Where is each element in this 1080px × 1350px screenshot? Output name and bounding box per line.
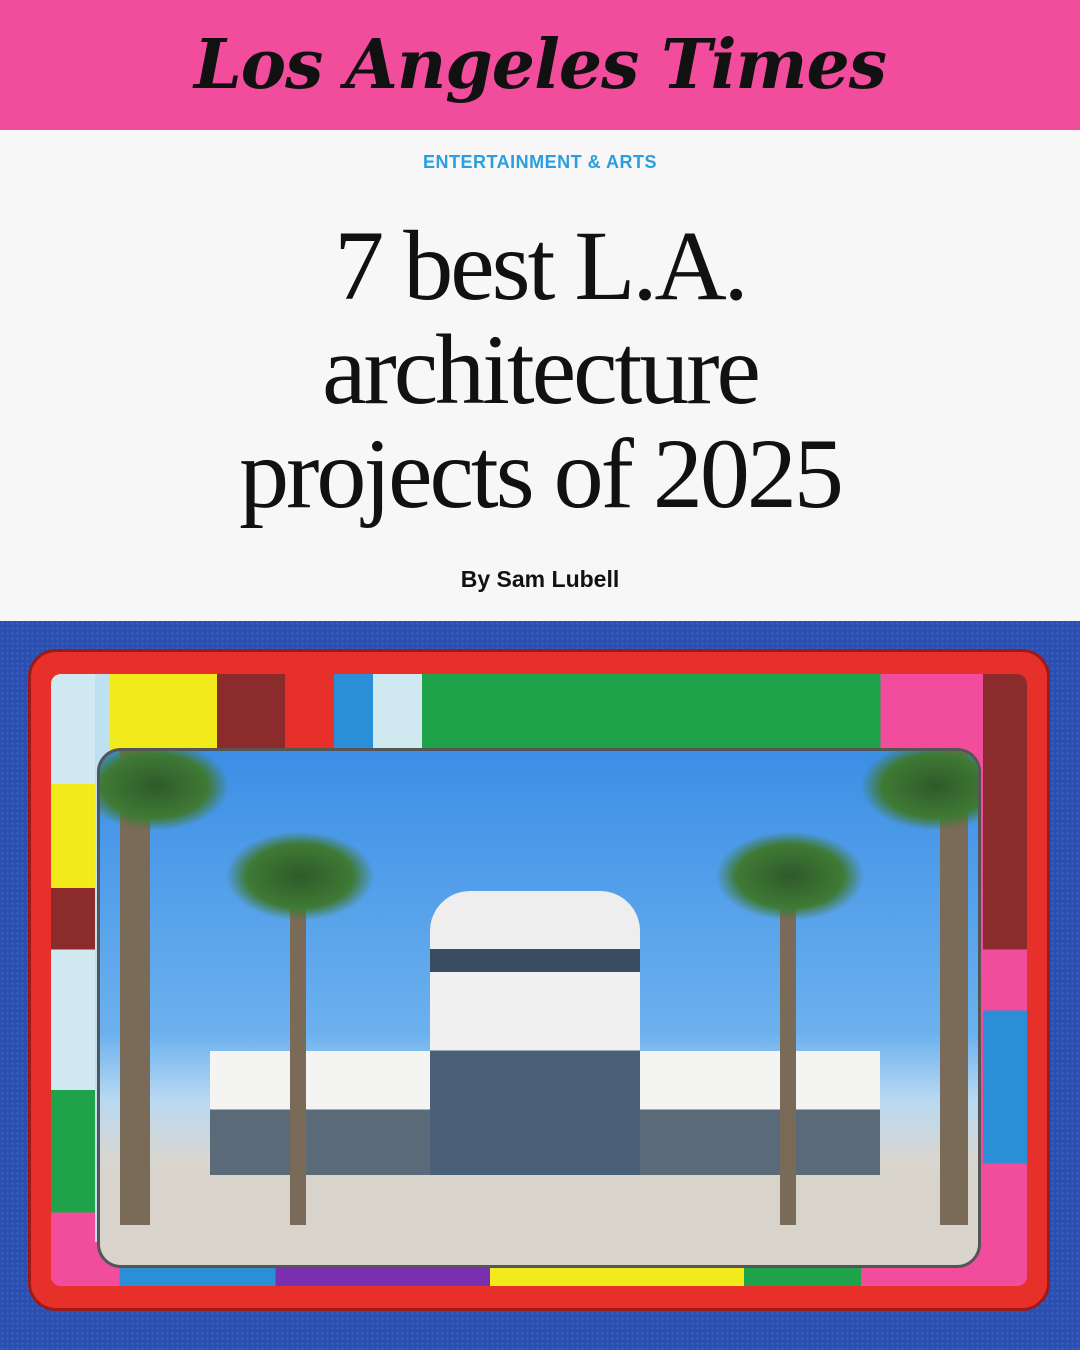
stripe-left xyxy=(51,674,95,1286)
palm-tree-icon xyxy=(290,891,306,1225)
stripe-right xyxy=(983,674,1027,1286)
masthead: Los Angeles Times xyxy=(0,0,1080,130)
headline-line: 7 best L.A. xyxy=(334,210,748,321)
decorative-frame xyxy=(28,649,1050,1311)
hero-illustration xyxy=(0,621,1080,1350)
headline-line: projects of 2025 xyxy=(239,418,844,529)
airport-terminal-photo xyxy=(97,748,981,1268)
palm-fronds xyxy=(860,751,978,831)
la-times-logo[interactable]: Los Angeles Times xyxy=(193,25,887,105)
palm-fronds xyxy=(100,751,230,831)
palm-tree-icon xyxy=(780,901,796,1225)
byline: By Sam Lubell xyxy=(460,566,620,592)
headline-line: architecture xyxy=(322,314,761,425)
plaza xyxy=(100,1175,978,1265)
section-label[interactable]: ENTERTAINMENT & ARTS xyxy=(423,152,657,172)
headline: 7 best L.A. architecture projects of 202… xyxy=(0,214,1080,526)
palm-fronds xyxy=(225,831,375,921)
control-tower xyxy=(430,891,640,1181)
palm-fronds xyxy=(715,831,865,921)
article-header: ENTERTAINMENT & ARTS 7 best L.A. archite… xyxy=(0,130,1080,621)
